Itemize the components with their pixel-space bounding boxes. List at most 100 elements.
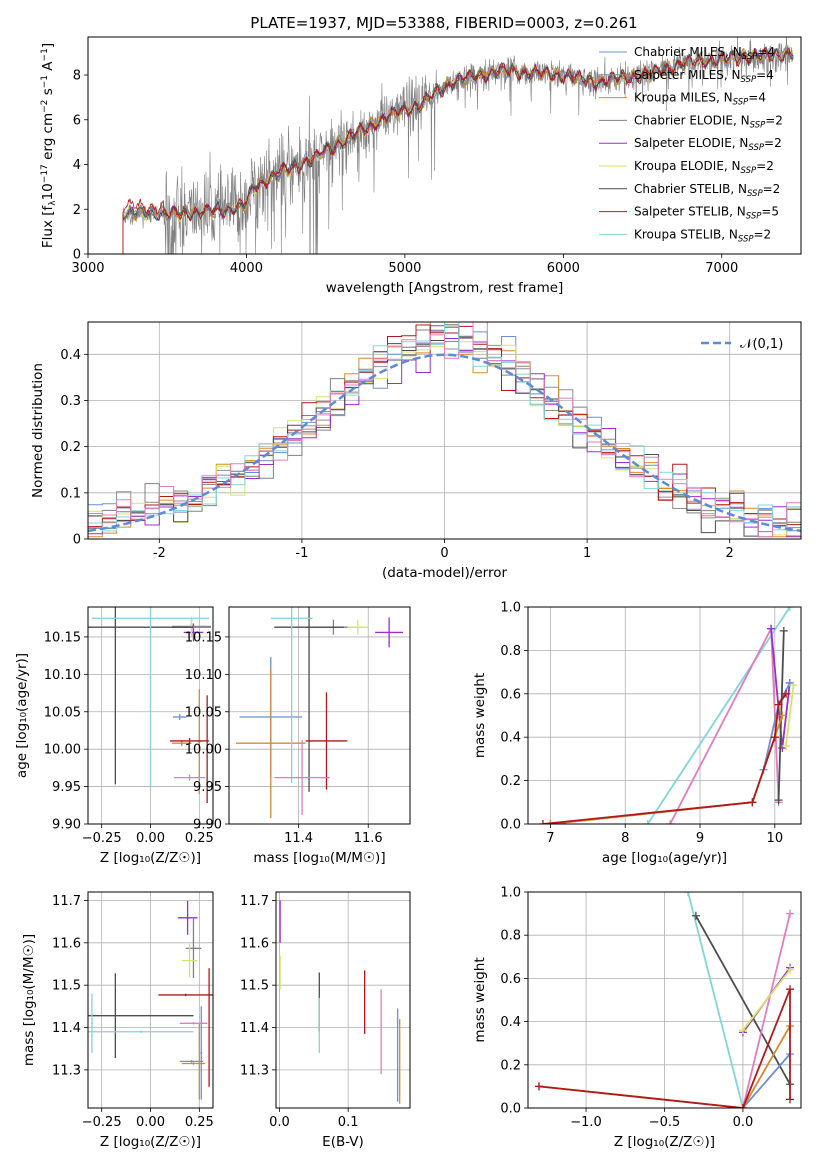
weight-marker <box>748 798 757 807</box>
y-tick-label: 0.2 <box>500 1058 521 1073</box>
plot-area <box>122 37 794 254</box>
x-axis-label: Z [log₁₀(Z/Z☉)] <box>100 850 201 866</box>
legend-name: Salpeter STELIB, N <box>634 205 746 219</box>
plot-area <box>88 900 213 1100</box>
weight-marker <box>738 1104 747 1108</box>
y-tick-label: 10.15 <box>185 630 222 645</box>
y-tick-label: 9.90 <box>52 818 81 833</box>
y-tick-label: 11.7 <box>52 894 81 909</box>
y-tick-label: 0.2 <box>60 440 81 455</box>
weight-marker <box>786 1095 795 1104</box>
y-tick-label: 11.4 <box>52 1021 81 1036</box>
mass-weight-vs-metallicity-panel: −1.0 −0.5 0.0 0.0 0.2 0.4 0.6 0.8 1.0 Z [log₁₀(Z/… <box>472 886 802 1150</box>
x-tick-label: 3000 <box>71 261 104 276</box>
axes-frame <box>275 891 411 1109</box>
x-tick-label: 0.00 <box>136 1115 165 1130</box>
x-tick-label: −0.25 <box>82 1115 122 1130</box>
y-tick-label: 0.4 <box>500 1015 521 1030</box>
histogram-series <box>88 322 801 532</box>
y-axis-label: age [log₁₀(age/yr)] <box>14 653 30 778</box>
weight-marker <box>770 733 779 742</box>
legend-suffix: =4 <box>757 45 775 59</box>
legend-subscript: SSP <box>733 98 749 108</box>
plot-area <box>279 900 401 1104</box>
figure-title: PLATE=1937, MJD=53388, FIBERID=0003, z=0… <box>250 14 637 32</box>
y-tick-label: 11.4 <box>240 1021 269 1036</box>
legend-subscript: SSP <box>747 189 763 199</box>
weight-marker <box>779 626 788 635</box>
weight-marker <box>774 796 783 805</box>
axes-frame <box>527 606 802 825</box>
weight-marker <box>785 607 794 611</box>
legend-subscript: SSP <box>738 234 754 244</box>
age-vs-mass-panel: 11.4 11.6 9.90 9.95 10.00 10.05 10.10 10.15 mass… <box>185 606 411 866</box>
weight-marker <box>538 820 547 824</box>
legend-suffix: =2 <box>763 182 781 196</box>
weight-series-line <box>742 1053 791 1108</box>
residuals-histogram-panel: -2 -1 0 1 2 0 0.1 0.2 0.3 0.4 (data-model)/error No… <box>30 321 802 581</box>
legend-subscript: SSP <box>750 120 766 130</box>
weight-marker <box>786 909 795 918</box>
legend-suffix: =5 <box>761 205 779 219</box>
y-tick-label: 1.0 <box>500 886 521 901</box>
y-tick-label: 10.10 <box>44 668 81 683</box>
weight-marker <box>782 741 791 750</box>
weight-marker <box>786 985 795 994</box>
y-axis-label: mass weight <box>472 673 488 758</box>
x-tick-label: 0.25 <box>185 831 214 846</box>
y-tick-label: 11.6 <box>52 936 81 951</box>
legend-name: Chabrier STELIB, N <box>634 182 747 196</box>
weight-marker <box>684 892 693 896</box>
y-tick-label: 0.0 <box>500 818 521 833</box>
legend-name: Salpeter ELODIE, N <box>634 136 748 150</box>
y-tick-label: 1.0 <box>500 601 521 616</box>
axes-frame <box>87 321 802 540</box>
x-tick-label: 10 <box>767 831 784 846</box>
legend-name: Chabrier MILES, N <box>634 45 742 59</box>
y-tick-label: 4 <box>73 158 81 173</box>
x-tick-label: 0.1 <box>338 1115 359 1130</box>
y-tick-label: 0 <box>73 533 81 548</box>
y-tick-label: 10.05 <box>44 705 81 720</box>
normal-reference-curve <box>88 353 801 533</box>
weight-series-line <box>542 693 787 824</box>
legend-label: Chabrier STELIB, NSSP=2 <box>634 182 780 199</box>
x-axis-label: E(B-V) <box>322 1134 364 1150</box>
y-tick-label: 10.00 <box>44 743 81 758</box>
weight-series-line <box>646 607 791 824</box>
weight-series-line <box>695 915 791 1085</box>
weight-marker <box>774 700 783 709</box>
legend-suffix: =2 <box>765 113 783 127</box>
legend-label: Salpeter STELIB, NSSP=5 <box>634 205 779 222</box>
y-tick-label: 9.90 <box>193 818 222 833</box>
weight-series-line <box>785 684 795 747</box>
x-tick-label: 7000 <box>705 261 738 276</box>
axes-frame <box>527 891 802 1109</box>
weight-marker <box>691 911 700 920</box>
legend-suffix: =2 <box>764 136 782 150</box>
legend-subscript: SSP <box>746 212 762 222</box>
plot-area <box>534 892 795 1108</box>
weight-marker <box>767 624 776 633</box>
x-axis-label: Z [log₁₀(Z/Z☉)] <box>614 1134 715 1150</box>
y-tick-label: 9.95 <box>52 780 81 795</box>
axes-frame <box>87 891 214 1109</box>
weight-series-line <box>538 988 791 1108</box>
legend-subscript: SSP <box>741 75 757 85</box>
x-axis-label: (data-model)/error <box>382 565 508 581</box>
x-tick-label: -2 <box>153 546 166 561</box>
x-tick-label: 6000 <box>547 261 580 276</box>
legend-label: Salpeter ELODIE, NSSP=2 <box>634 136 782 153</box>
legend-label: Chabrier MILES, NSSP=4 <box>634 45 775 62</box>
y-tick-label: 0.6 <box>500 687 521 702</box>
y-tick-label: 0.2 <box>500 774 521 789</box>
weight-series-line <box>550 715 784 824</box>
y-tick-label: 11.7 <box>240 894 269 909</box>
x-tick-label: 5000 <box>388 261 421 276</box>
x-axis-label: Z [log₁₀(Z/Z☉)] <box>100 1134 201 1150</box>
plot-area <box>88 322 801 538</box>
x-tick-label: −0.5 <box>649 1115 681 1130</box>
y-tick-label: 0.8 <box>500 929 521 944</box>
